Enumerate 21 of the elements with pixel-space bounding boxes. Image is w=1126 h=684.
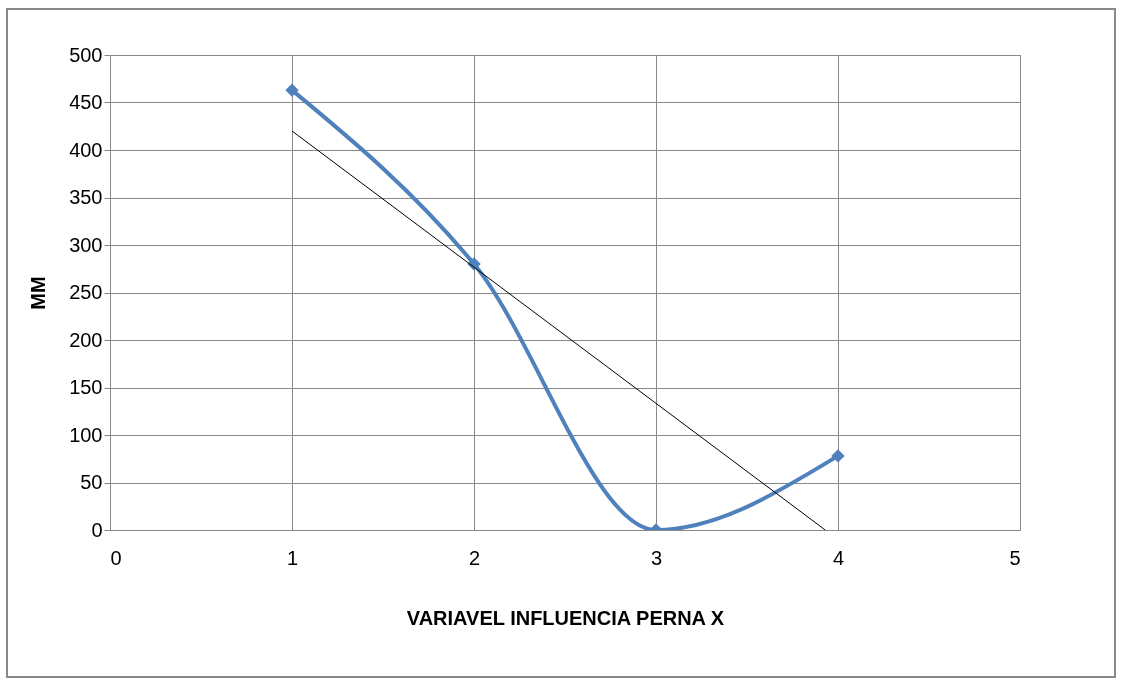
y-tick-label: 450 (69, 91, 103, 113)
y-tick-label: 50 (80, 471, 103, 493)
x-tick-label: 5 (1009, 546, 1021, 569)
point (831, 449, 845, 463)
x-axis-title: VARIAVEL INFLUENCIA PERNA X (406, 606, 725, 629)
y-axis-title: MM (27, 276, 50, 310)
x-tick-label: 3 (650, 546, 663, 569)
point (285, 83, 299, 97)
y-tick-label: 400 (69, 138, 103, 161)
x-tick-label: 4 (832, 546, 845, 569)
y-tick-label: 0 (91, 518, 103, 541)
y-tick-label: 500 (69, 43, 103, 66)
y-tick-label: 250 (69, 281, 103, 303)
y-tick-label: 100 (69, 423, 103, 446)
y-tick-label: 200 (69, 328, 103, 351)
y-tick-label: 150 (69, 376, 103, 398)
y-tick-label: 300 (69, 233, 103, 256)
x-tick-label: 0 (110, 546, 122, 569)
y-tick-label: 350 (69, 186, 103, 208)
x-tick-label: 2 (468, 546, 481, 569)
x-tick-label: 1 (286, 546, 299, 569)
